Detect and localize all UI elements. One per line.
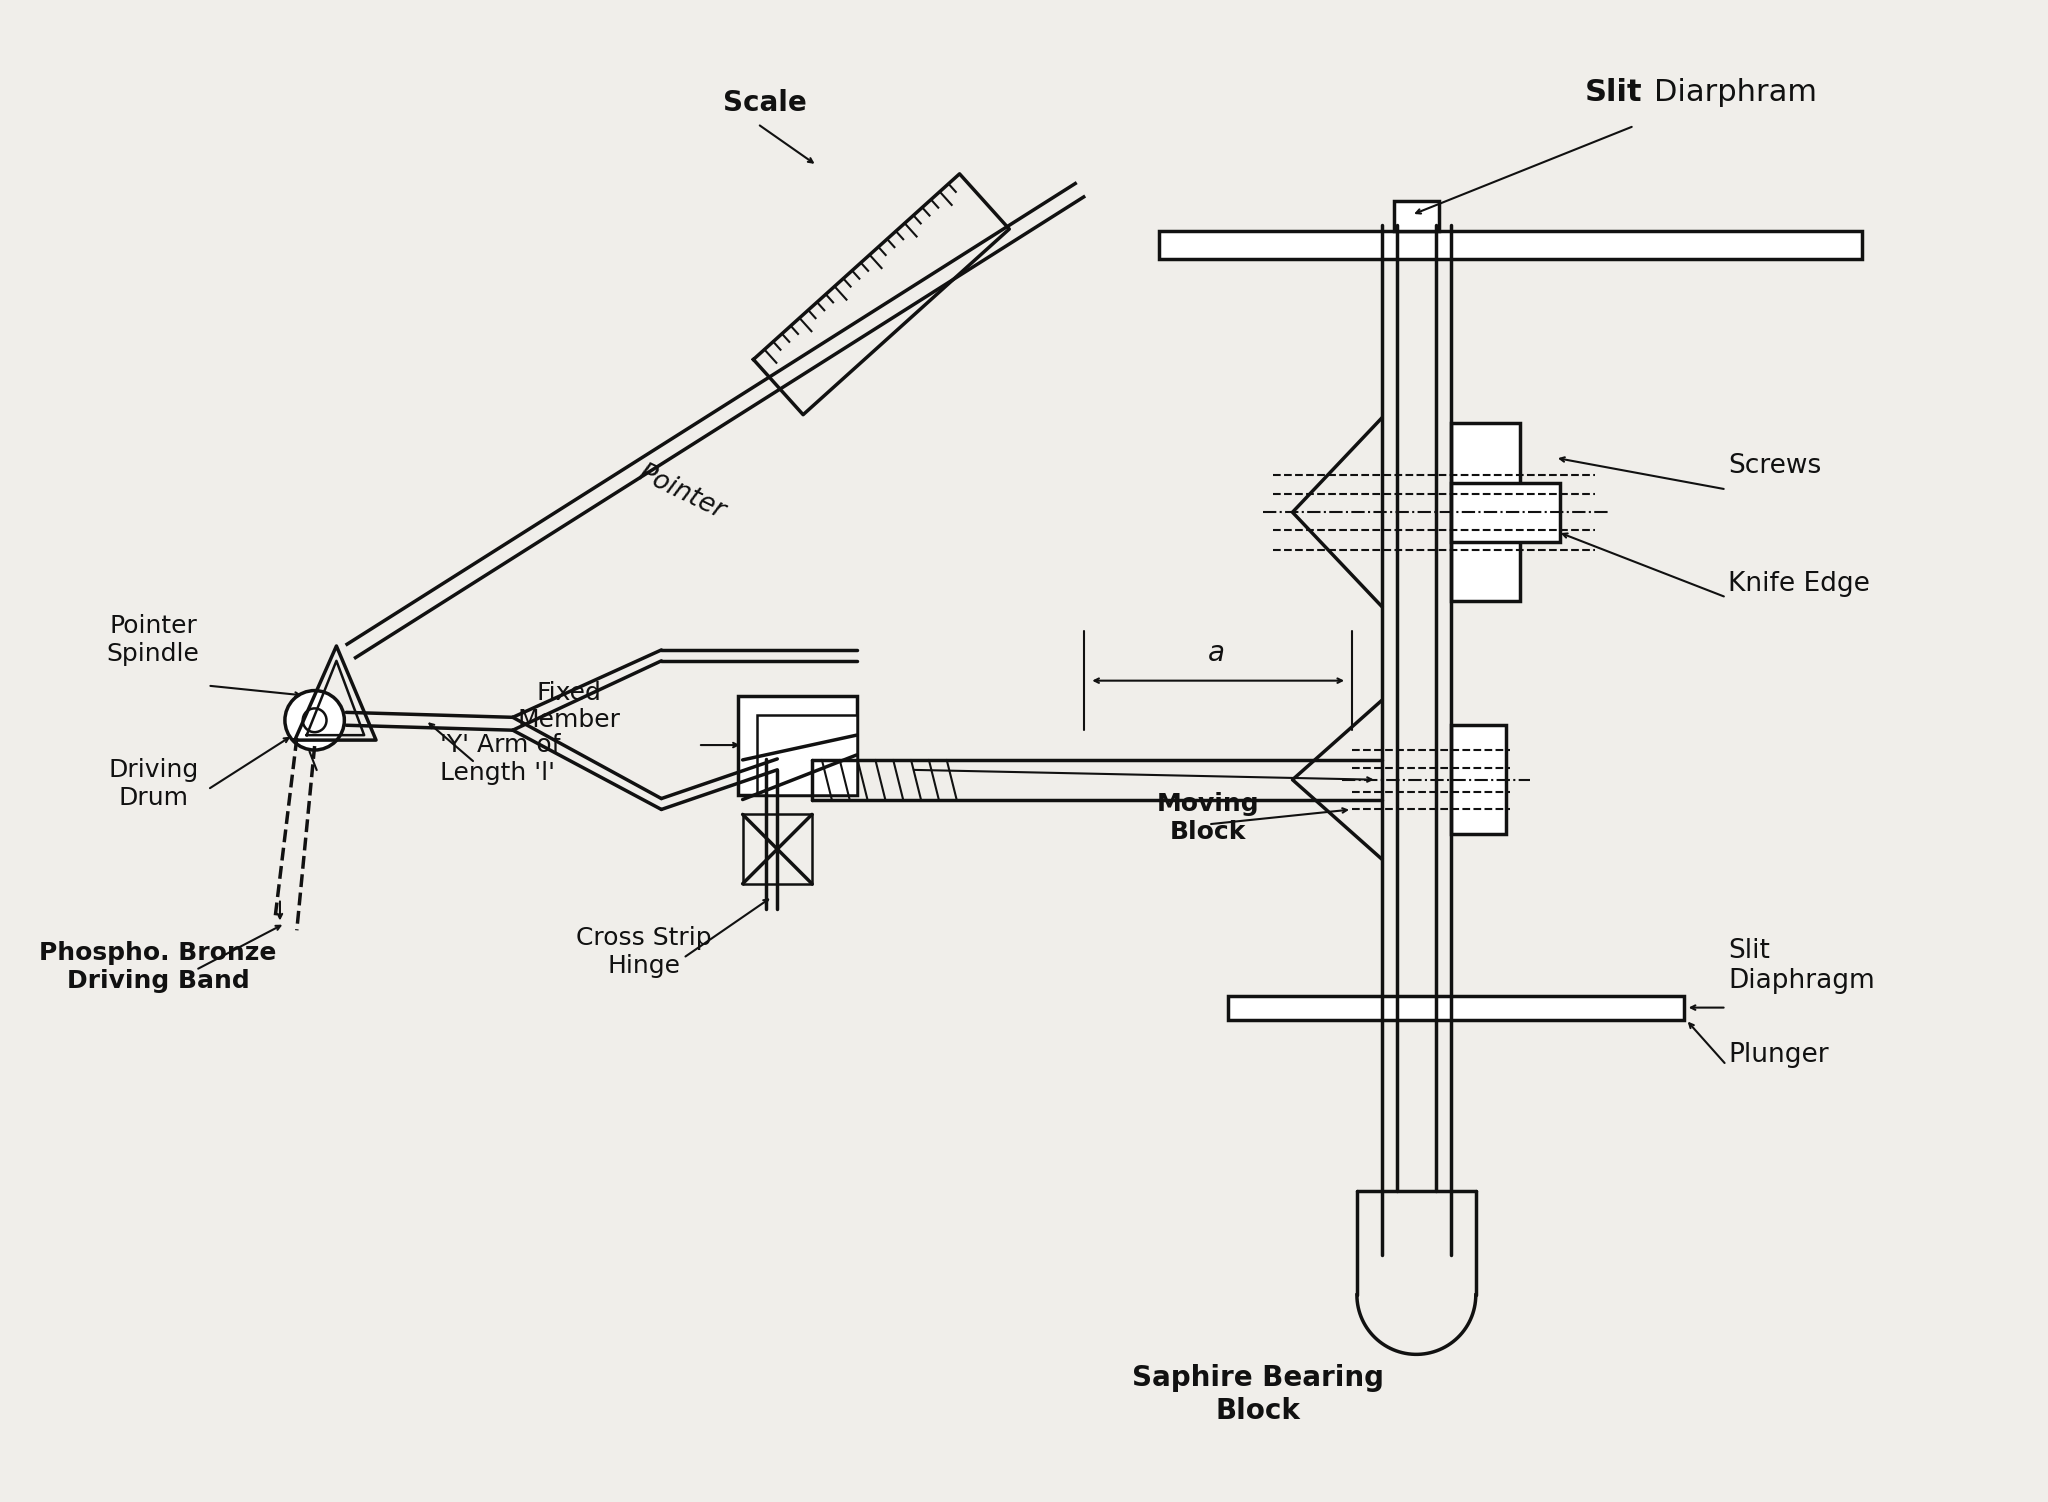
Text: Driving
Drum: Driving Drum <box>109 757 199 810</box>
Bar <box>1395 201 1438 231</box>
Text: 'Y' Arm of
Length 'l': 'Y' Arm of Length 'l' <box>440 733 561 784</box>
Text: Pointer: Pointer <box>633 460 729 524</box>
Bar <box>737 695 856 795</box>
Bar <box>758 715 856 795</box>
Bar <box>1452 424 1520 601</box>
Text: Screws: Screws <box>1729 452 1821 479</box>
Text: Slit: Slit <box>1585 78 1642 107</box>
Text: Saphire Bearing
Block: Saphire Bearing Block <box>1133 1364 1384 1425</box>
Text: Pointer
Spindle: Pointer Spindle <box>106 614 199 665</box>
Bar <box>1452 725 1505 834</box>
Text: Diarphram: Diarphram <box>1655 78 1817 107</box>
Text: Moving
Block: Moving Block <box>1157 793 1260 844</box>
Bar <box>1452 482 1561 542</box>
Bar <box>1159 231 1862 258</box>
Text: Fixed
Member: Fixed Member <box>518 680 621 733</box>
Text: Slit
Diaphragm: Slit Diaphragm <box>1729 937 1876 994</box>
Text: Plunger: Plunger <box>1729 1042 1829 1068</box>
Text: a: a <box>1208 638 1225 667</box>
Text: Phospho. Bronze
Driving Band: Phospho. Bronze Driving Band <box>39 940 276 993</box>
Text: Scale: Scale <box>723 89 807 117</box>
Bar <box>1229 996 1683 1020</box>
Circle shape <box>303 709 326 731</box>
Text: Cross Strip
Hinge: Cross Strip Hinge <box>575 927 711 978</box>
Text: Knife Edge: Knife Edge <box>1729 571 1870 598</box>
Circle shape <box>285 691 344 749</box>
